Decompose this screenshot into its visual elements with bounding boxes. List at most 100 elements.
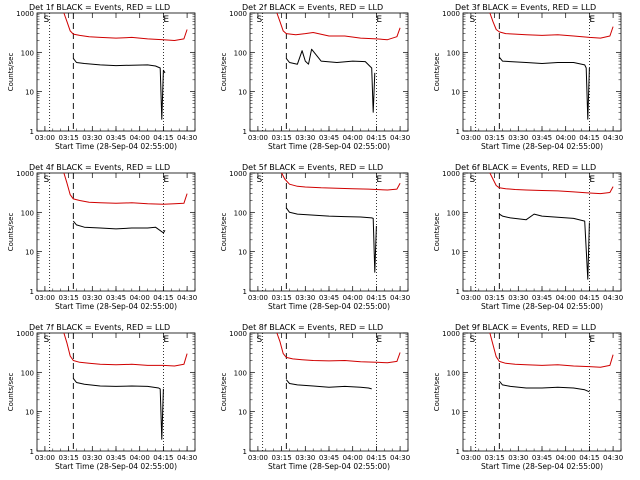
x-axis-label: Start Time (28-Sep-04 02:55:00) [268, 142, 390, 151]
y-tick-label: 10 [451, 409, 460, 417]
y-tick-label: 1 [243, 448, 247, 456]
x-axis-label: Start Time (28-Sep-04 02:55:00) [55, 462, 177, 471]
x-tick-label: 03:45 [319, 294, 339, 302]
x-tick-label: 03:00 [35, 134, 55, 142]
x-tick-label: 04:15 [366, 134, 386, 142]
y-tick-label: 10 [451, 249, 460, 257]
x-tick-label: 04:00 [343, 294, 363, 302]
y-tick-label: 1 [456, 288, 460, 296]
lld-series-line [276, 12, 401, 41]
y-tick-label: 10 [451, 89, 460, 97]
plot-frame [249, 332, 409, 452]
start-marker: S [43, 335, 49, 345]
x-tick-label: 03:00 [248, 454, 268, 462]
y-tick-label: 100 [234, 369, 247, 377]
plot-frame [249, 12, 409, 132]
x-tick-label: 04:15 [366, 294, 386, 302]
y-tick-label: 100 [447, 209, 460, 217]
x-tick-label: 04:15 [153, 454, 173, 462]
x-tick-label: 03:30 [82, 134, 102, 142]
y-tick-label: 1 [243, 128, 247, 136]
events-series-line [499, 213, 590, 280]
y-tick-label: 10 [238, 89, 247, 97]
panel-det-6: Det 6f BLACK = Events, RED = LLD 1 10 100 10… [433, 163, 623, 311]
y-tick-label: 1000 [442, 10, 460, 18]
x-tick-label: 03:15 [485, 294, 505, 302]
panel-title: Det 1f BLACK = Events, RED = LLD [29, 3, 170, 12]
x-axis-label: Start Time (28-Sep-04 02:55:00) [55, 302, 177, 311]
events-series-line [285, 379, 372, 390]
events-series-line [72, 58, 166, 120]
x-tick-label: 03:45 [319, 134, 339, 142]
x-axis-label: Start Time (28-Sep-04 02:55:00) [481, 142, 603, 151]
panel-det-2: Det 2f BLACK = Events, RED = LLD 1 10 100 10… [220, 3, 410, 151]
x-tick-label: 03:00 [248, 294, 268, 302]
x-tick-label: 03:30 [295, 134, 315, 142]
x-tick-label: 04:30 [390, 454, 410, 462]
panel-title: Det 7f BLACK = Events, RED = LLD [29, 323, 170, 332]
x-axis-label: Start Time (28-Sep-04 02:55:00) [268, 302, 390, 311]
y-tick-label: 1000 [229, 10, 247, 18]
y-axis-label: Counts/sec [433, 213, 441, 252]
x-tick-label: 04:30 [390, 294, 410, 302]
x-tick-label: 04:15 [579, 294, 599, 302]
lld-series-line [489, 172, 614, 195]
y-tick-label: 100 [234, 209, 247, 217]
x-tick-label: 04:15 [153, 294, 173, 302]
x-tick-label: 04:00 [130, 454, 150, 462]
x-tick-label: 03:45 [319, 454, 339, 462]
lld-series-line [63, 332, 188, 367]
y-tick-label: 1 [456, 128, 460, 136]
x-tick-label: 03:45 [532, 134, 552, 142]
y-axis-label: Counts/sec [433, 53, 441, 92]
x-tick-label: 03:15 [59, 134, 79, 142]
start-marker: S [256, 335, 262, 345]
x-tick-label: 03:45 [106, 134, 126, 142]
x-tick-label: 03:00 [461, 454, 481, 462]
x-tick-label: 03:45 [106, 294, 126, 302]
x-tick-label: 04:15 [366, 454, 386, 462]
panel-det-5: Det 5f BLACK = Events, RED = LLD 1 10 100 10… [220, 163, 410, 311]
x-tick-label: 03:00 [35, 454, 55, 462]
x-tick-label: 04:15 [153, 134, 173, 142]
start-marker: S [43, 15, 49, 25]
end-marker: E [163, 15, 169, 25]
y-tick-label: 1000 [442, 330, 460, 338]
plot-frame [462, 332, 622, 452]
x-tick-label: 03:15 [272, 134, 292, 142]
panel-title: Det 4f BLACK = Events, RED = LLD [29, 163, 170, 172]
x-tick-label: 03:30 [82, 454, 102, 462]
x-tick-label: 04:30 [390, 134, 410, 142]
y-tick-label: 100 [21, 49, 34, 57]
events-series-line [72, 220, 166, 234]
y-tick-label: 100 [21, 369, 34, 377]
x-tick-label: 04:00 [556, 294, 576, 302]
panel-det-9: Det 9f BLACK = Events, RED = LLD 1 10 100 10… [433, 323, 623, 471]
y-tick-label: 10 [25, 249, 34, 257]
y-axis-label: Counts/sec [220, 213, 228, 252]
plot-frame [249, 172, 409, 292]
x-tick-label: 03:30 [508, 294, 528, 302]
lld-series-line [276, 332, 401, 364]
start-marker: S [469, 175, 475, 185]
end-marker: E [163, 335, 169, 345]
panel-det-3: Det 3f BLACK = Events, RED = LLD 1 10 100 10… [433, 3, 623, 151]
plot-frame [462, 12, 622, 132]
y-tick-label: 1 [30, 448, 34, 456]
x-axis-label: Start Time (28-Sep-04 02:55:00) [55, 142, 177, 151]
x-axis-label: Start Time (28-Sep-04 02:55:00) [268, 462, 390, 471]
panel-det-4: Det 4f BLACK = Events, RED = LLD 1 10 100 10… [7, 163, 197, 311]
y-tick-label: 1000 [16, 10, 34, 18]
plot-frame [36, 332, 196, 452]
x-tick-label: 03:45 [532, 294, 552, 302]
lld-series-line [489, 332, 614, 368]
plot-frame [36, 172, 196, 292]
y-tick-label: 1000 [16, 330, 34, 338]
end-marker: E [376, 15, 382, 25]
y-axis-label: Counts/sec [220, 373, 228, 412]
lld-series-line [281, 172, 401, 191]
lld-series-line [63, 12, 188, 41]
y-tick-label: 1 [30, 128, 34, 136]
x-tick-label: 04:30 [603, 134, 623, 142]
start-marker: S [43, 175, 49, 185]
